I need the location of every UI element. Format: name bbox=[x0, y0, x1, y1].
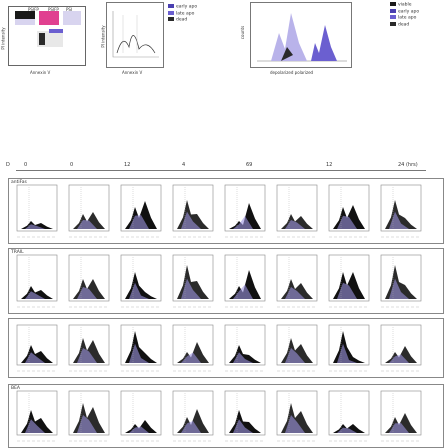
legend-a: early apo late apo dead bbox=[168, 4, 216, 24]
left-xlabel: Annexin V bbox=[30, 70, 51, 75]
timeline-tick: 69 bbox=[246, 162, 253, 168]
histogram-row: TRAIL bbox=[8, 248, 444, 314]
scatter-plot-icon bbox=[9, 7, 85, 65]
timeline-axis bbox=[16, 170, 426, 171]
scatter-panel-left bbox=[8, 6, 86, 66]
row-label: antiFas bbox=[11, 180, 27, 185]
scatter-plot-icon bbox=[112, 11, 159, 58]
timeline: D 0 0 12 4 69 12 24 (hrs) bbox=[0, 158, 448, 176]
legend-b-item: viable bbox=[390, 2, 446, 9]
right-xlabel: depolarized polarized bbox=[270, 70, 314, 75]
legend-b-item: late apo bbox=[390, 15, 446, 22]
timeline-tick: 0 bbox=[24, 162, 28, 168]
histogram-icon bbox=[16, 254, 422, 308]
col-label-1: PSIFP bbox=[28, 7, 39, 12]
histogram-row bbox=[8, 318, 444, 378]
scatter-panel-middle bbox=[106, 2, 164, 68]
histogram-row: BEA bbox=[8, 384, 444, 448]
middle-xlabel: Annexin V bbox=[122, 70, 143, 75]
legend-b-item: early apo bbox=[390, 8, 446, 16]
histogram-panel bbox=[250, 2, 352, 68]
legend-a-item: early apo bbox=[168, 4, 216, 11]
histogram-icon bbox=[16, 184, 422, 238]
middle-ylabel: PI intensity bbox=[100, 25, 106, 48]
row-label: BEA bbox=[11, 386, 21, 391]
legend-a-item: late apo bbox=[168, 10, 216, 18]
right-ylabel: counts bbox=[240, 25, 246, 40]
left-ylabel: PI intensity bbox=[0, 27, 6, 50]
timeline-tick: 24 (hrs) bbox=[398, 162, 418, 168]
timeline-tick: 0 bbox=[70, 162, 74, 168]
legend-b: viable early apo late apo dead bbox=[390, 2, 446, 28]
histogram-row: antiFas bbox=[8, 178, 444, 244]
row-label: TRAIL bbox=[11, 250, 24, 255]
col-label-2: PSIFP bbox=[48, 7, 59, 12]
legend-b-item: dead bbox=[390, 21, 446, 29]
timeline-start-label: D bbox=[6, 162, 10, 168]
top-figure-area: PSIFP PSIFP PSI PI intensity Annexin V P… bbox=[0, 0, 448, 150]
timeline-tick: 12 bbox=[124, 162, 131, 168]
histogram-icon bbox=[16, 390, 422, 442]
timeline-tick: 12 bbox=[326, 162, 333, 168]
histogram-icon bbox=[16, 324, 422, 372]
legend-a-item: dead bbox=[168, 17, 216, 24]
histogram-icon bbox=[257, 13, 347, 62]
col-label-3: PSI bbox=[66, 7, 73, 12]
timeline-tick: 4 bbox=[182, 162, 186, 168]
